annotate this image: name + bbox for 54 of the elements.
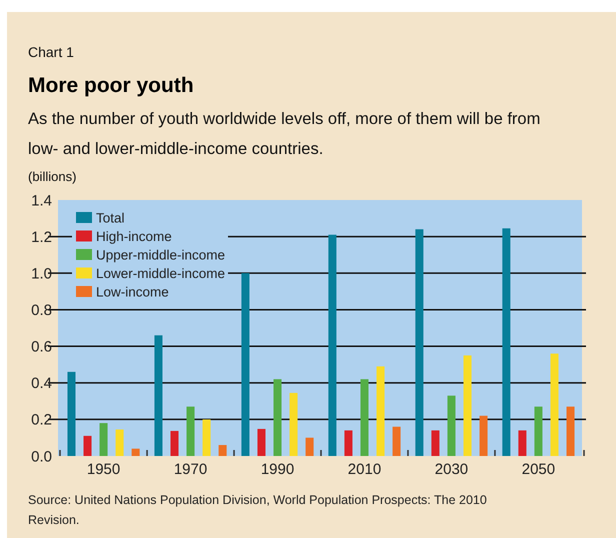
y-tick-label: 1.0 xyxy=(31,265,52,282)
y-tick-label: 1.2 xyxy=(31,228,52,246)
bar xyxy=(186,406,195,456)
legend-label: Upper-middle-income xyxy=(96,248,226,263)
bar xyxy=(67,372,76,456)
bar xyxy=(534,406,542,456)
bar xyxy=(218,445,227,456)
bar xyxy=(257,428,266,456)
bar xyxy=(84,436,92,456)
bar xyxy=(480,416,488,456)
legend-label: High-income xyxy=(96,229,172,244)
chart-title: More poor youth xyxy=(28,74,194,97)
bar xyxy=(328,234,336,456)
bar xyxy=(463,355,472,456)
source-note: Source: United Nations Population Division, World Population Prospects: The 2010 Revision. xyxy=(28,493,487,527)
bar xyxy=(566,406,575,456)
bar xyxy=(431,430,440,456)
bar xyxy=(360,379,368,456)
x-tick-label: 1970 xyxy=(174,461,208,478)
bar xyxy=(518,430,526,456)
x-tick-label: 2030 xyxy=(434,461,468,478)
bar xyxy=(550,354,558,456)
x-tick-label: 2050 xyxy=(522,461,556,478)
x-tick-label: 1990 xyxy=(260,461,294,478)
bar xyxy=(154,335,162,456)
bar xyxy=(241,273,250,456)
legend-label: Lower-middle-income xyxy=(96,266,226,282)
bar xyxy=(274,379,282,456)
bar xyxy=(376,366,385,456)
bar xyxy=(502,228,510,456)
bar xyxy=(290,392,298,456)
bar xyxy=(344,430,352,456)
bar xyxy=(132,448,140,456)
bar xyxy=(415,229,424,456)
y-tick-label: 0.6 xyxy=(31,338,52,356)
bar xyxy=(202,419,211,456)
y-tick-label: 1.4 xyxy=(31,192,52,210)
legend-label: Total xyxy=(96,210,125,226)
bar xyxy=(306,438,314,456)
legend-label: Low-income xyxy=(96,284,169,300)
chart-subtitle: As the number of youth worldwide levels off, more of them will be from low- and lower-middle-income countries. xyxy=(28,110,540,158)
x-tick-label: 1950 xyxy=(86,461,120,478)
caption: Chart 1 xyxy=(28,44,74,60)
bar xyxy=(447,396,456,456)
bar xyxy=(170,430,179,456)
x-tick-label: 2010 xyxy=(348,461,382,478)
bar xyxy=(392,426,401,456)
y-tick-label: 0.0 xyxy=(31,448,52,466)
y-tick-label: 0.2 xyxy=(31,412,52,429)
bar xyxy=(116,429,124,456)
y-tick-label: 0.4 xyxy=(31,375,52,392)
y-axis-title: (billions) xyxy=(28,169,76,184)
y-tick-label: 0.8 xyxy=(31,302,52,319)
bar xyxy=(100,423,108,456)
